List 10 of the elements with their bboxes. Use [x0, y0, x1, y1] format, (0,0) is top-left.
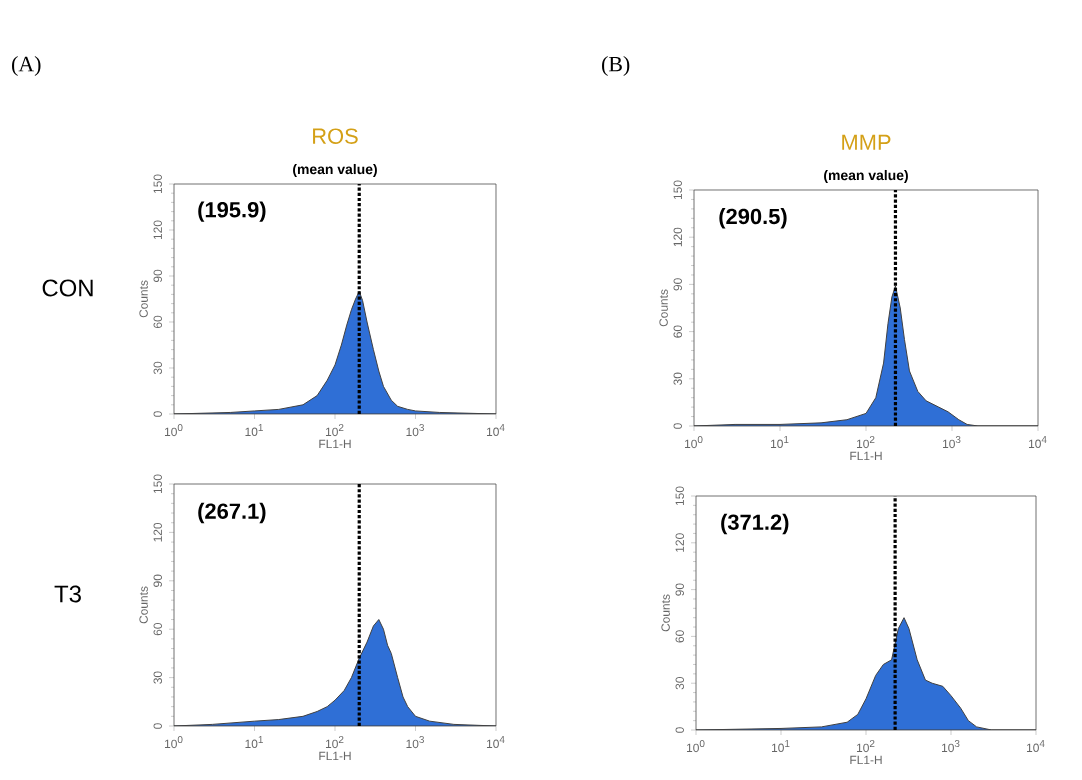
annotation: (371.2)	[721, 513, 789, 535]
chart-title: MMP	[842, 134, 891, 150]
text: CON	[42, 279, 93, 297]
chart-title: ROS	[313, 128, 358, 144]
annotation: (267.1)	[198, 502, 266, 524]
text: (B)	[602, 56, 630, 76]
text: (A)	[12, 56, 41, 76]
text: T3	[54, 585, 81, 603]
annotation: (195.9)	[198, 201, 266, 222]
annotation: (290.5)	[719, 208, 787, 229]
